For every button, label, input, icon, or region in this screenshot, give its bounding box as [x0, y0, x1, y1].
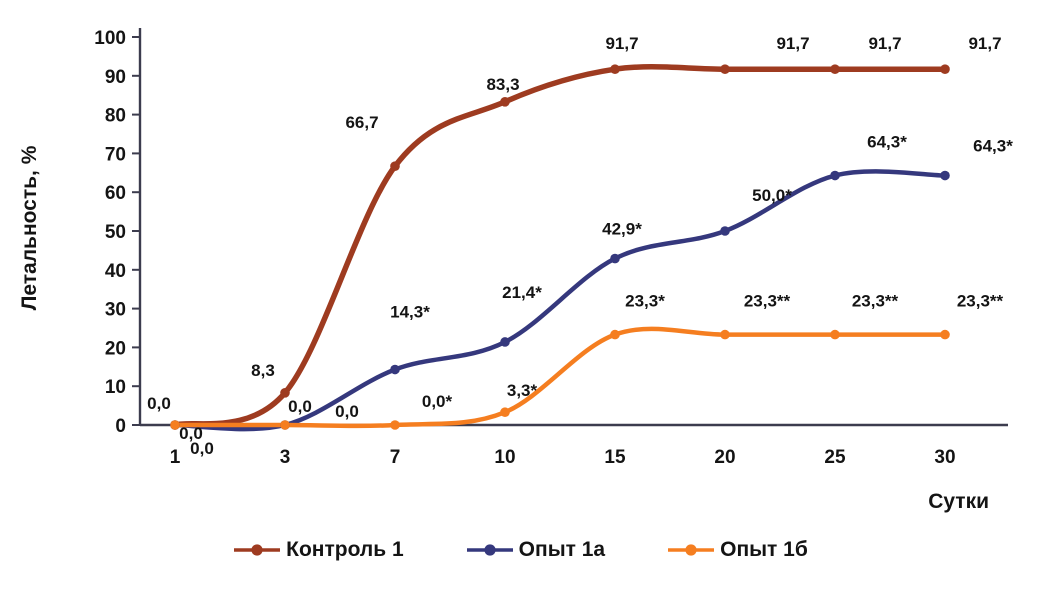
data-point: [940, 170, 950, 181]
plot-area: 0 10 20 30 40 50 60 70 80 90 100 1 3 7 10 15 20 25 30 0,0 8,…: [94, 28, 1013, 468]
data-label: 66,7: [345, 113, 378, 132]
data-point: [500, 96, 510, 107]
data-label: 83,3: [486, 75, 519, 94]
legend-label: Контроль 1: [286, 538, 404, 561]
x-tick-label: 25: [824, 447, 846, 468]
data-label: 91,7: [868, 34, 901, 53]
legend-label: Опыт 1б: [720, 538, 808, 561]
data-point: [610, 64, 620, 75]
y-tick-label: 70: [105, 144, 126, 165]
data-label: 0,0: [288, 397, 312, 416]
data-point: [170, 420, 180, 430]
y-tick-label: 100: [94, 28, 126, 49]
data-point: [720, 64, 730, 75]
data-point: [940, 64, 950, 75]
data-point: [830, 64, 840, 75]
data-point: [390, 420, 400, 430]
data-label: 14,3*: [390, 303, 430, 322]
data-point: [830, 329, 840, 340]
legend-marker-icon: [234, 544, 281, 556]
data-label: 21,4*: [502, 283, 542, 302]
data-point: [280, 420, 290, 430]
data-label: 42,9*: [602, 220, 642, 239]
data-point: [720, 226, 730, 236]
data-point: [390, 364, 400, 375]
y-tick-label: 0: [115, 416, 126, 437]
data-point: [280, 387, 290, 398]
legend-label: Опыт 1а: [518, 538, 606, 561]
data-label: 0,0: [147, 394, 171, 413]
x-tick-label: 1: [170, 447, 181, 468]
y-tick-label: 10: [105, 377, 126, 398]
y-tick-label: 60: [105, 183, 126, 204]
data-point: [500, 337, 510, 347]
x-tick-label: 15: [604, 447, 626, 468]
x-tick-label: 3: [280, 447, 291, 468]
series-line: [172, 326, 948, 429]
data-point: [830, 170, 840, 181]
data-label: 50,0*: [752, 186, 792, 205]
data-label: 23,3*: [625, 292, 665, 311]
data-label: 64,3*: [973, 137, 1013, 156]
data-point: [610, 253, 620, 264]
data-label: 23,3**: [957, 292, 1004, 311]
data-label: 8,3: [251, 361, 275, 380]
y-axis-title: Летальность, %: [18, 145, 41, 311]
data-label: 91,7: [776, 34, 809, 53]
data-label: 3,3*: [507, 381, 538, 400]
y-tick-label: 80: [105, 106, 126, 127]
legend-item: Опыт 1б: [667, 538, 808, 562]
data-point: [940, 329, 950, 340]
data-label: 91,7: [605, 34, 638, 53]
data-point: [500, 407, 510, 417]
legend-marker-icon: [466, 544, 513, 556]
data-label: 23,3**: [744, 292, 791, 311]
legend-item: Опыт 1а: [466, 538, 605, 562]
data-label: 0,0: [190, 439, 214, 458]
chart-legend: Контроль 1 Опыт 1а Опыт 1б: [0, 538, 1041, 562]
data-point: [390, 161, 400, 172]
data-label: 91,7: [968, 34, 1001, 53]
y-tick-label: 40: [105, 261, 126, 282]
y-tick-label: 30: [105, 300, 126, 321]
x-axis-title: Сутки: [928, 490, 989, 513]
y-tick-label: 90: [105, 67, 126, 88]
x-tick-label: 30: [934, 447, 955, 468]
x-tick-label: 20: [714, 447, 735, 468]
data-label: 64,3*: [867, 133, 907, 152]
data-label: 0,0: [335, 402, 359, 421]
y-tick-label: 50: [105, 222, 126, 243]
data-label: 0,0: [179, 424, 203, 443]
data-label: 23,3**: [852, 292, 899, 311]
x-tick-label: 10: [494, 447, 515, 468]
legend-item: Контроль 1: [233, 538, 404, 562]
data-label: 0,0*: [422, 392, 453, 411]
x-tick-label: 7: [390, 447, 401, 468]
legend-marker-icon: [668, 544, 715, 556]
y-tick-label: 20: [105, 338, 126, 359]
data-point: [610, 329, 620, 340]
series-line: [172, 169, 948, 432]
data-point: [720, 329, 730, 340]
series-line: [172, 64, 948, 428]
